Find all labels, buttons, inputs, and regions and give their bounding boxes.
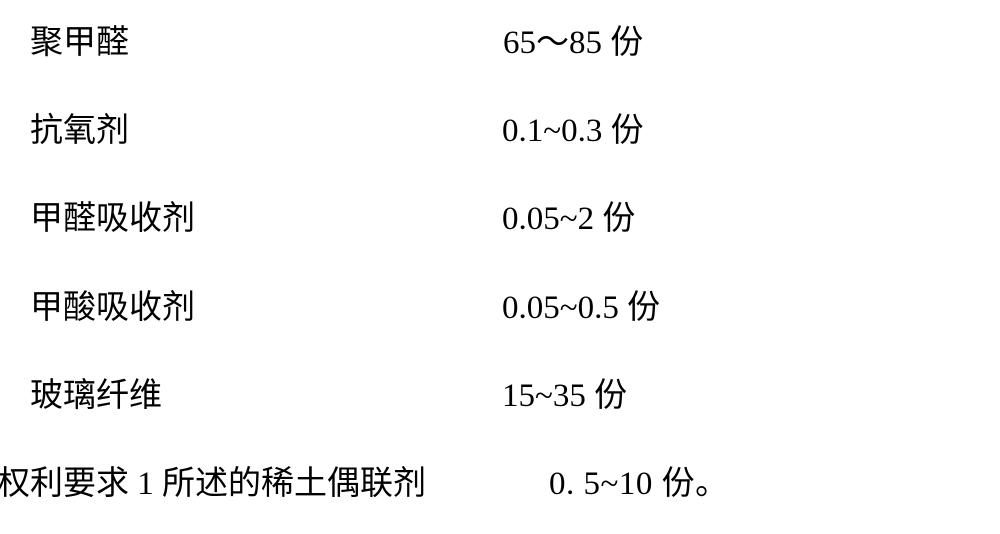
table-row: 聚甲醛 65～85 份 — [30, 20, 970, 66]
table-row: 玻璃纤维 15~35 份 — [30, 373, 970, 419]
table-row: 权利要求 1 所述的稀土偶联剂 0. 5~10 份。 — [30, 461, 970, 507]
ingredient-label: 甲酸吸收剂 — [30, 285, 502, 331]
ingredient-value: 15~35 份 — [502, 373, 627, 419]
ingredient-value: 0.05~2 份 — [502, 196, 635, 242]
ingredient-value: 0.05~0.5 份 — [502, 285, 660, 331]
ingredient-label: 权利要求 1 所述的稀土偶联剂 — [0, 461, 549, 507]
table-row: 甲醛吸收剂 0.05~2 份 — [30, 196, 970, 242]
table-row: 抗氧剂 0.1~0.3 份 — [30, 108, 970, 154]
ingredient-value: 65～85 份 — [503, 20, 643, 66]
ingredient-label: 玻璃纤维 — [30, 373, 502, 419]
ingredient-value: 0.1~0.3 份 — [502, 108, 644, 154]
ingredient-value: 0. 5~10 份。 — [549, 461, 729, 507]
ingredients-table: 聚甲醛 65～85 份 抗氧剂 0.1~0.3 份 甲醛吸收剂 0.05~2 份… — [0, 0, 1000, 527]
ingredient-label: 甲醛吸收剂 — [30, 196, 502, 242]
table-row: 甲酸吸收剂 0.05~0.5 份 — [30, 285, 970, 331]
ingredient-label: 抗氧剂 — [30, 108, 502, 154]
ingredient-label: 聚甲醛 — [30, 20, 503, 66]
